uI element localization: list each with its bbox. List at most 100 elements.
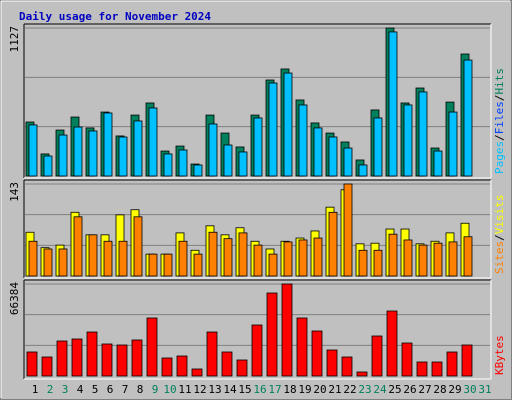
legend: Sites/Visits xyxy=(493,195,506,275)
bar xyxy=(373,249,383,277)
legend-separator: / xyxy=(493,234,506,241)
bar xyxy=(26,351,38,377)
bar xyxy=(191,368,203,377)
x-tick-label: 10 xyxy=(163,383,176,396)
x-tick-label: 5 xyxy=(92,383,99,396)
bar xyxy=(116,344,128,377)
x-tick-label: 23 xyxy=(358,383,371,396)
legend-entry: Visits xyxy=(493,195,506,235)
bar xyxy=(403,239,413,277)
bar xyxy=(283,72,293,177)
bar xyxy=(118,136,128,177)
bar xyxy=(356,371,368,377)
y-tick-label: 66384 xyxy=(8,282,21,315)
x-tick-label: 4 xyxy=(77,383,84,396)
bar xyxy=(58,248,68,277)
x-tick-label: 8 xyxy=(137,383,144,396)
y-tick-label: 1127 xyxy=(8,26,21,53)
bar xyxy=(58,134,68,177)
bar xyxy=(28,124,38,177)
bar xyxy=(328,211,338,277)
bar xyxy=(176,355,188,377)
bar xyxy=(266,292,278,377)
x-tick-label: 17 xyxy=(268,383,281,396)
legend: KBytes xyxy=(493,335,506,375)
bar xyxy=(221,351,233,377)
bar xyxy=(313,237,323,277)
x-tick-label: 22 xyxy=(343,383,356,396)
x-tick-label: 13 xyxy=(208,383,221,396)
bar xyxy=(133,216,143,277)
x-tick-label: 3 xyxy=(62,383,69,396)
legend-separator: / xyxy=(493,134,506,141)
bar xyxy=(236,359,248,377)
bar xyxy=(358,249,368,277)
x-tick-label: 27 xyxy=(418,383,431,396)
bar xyxy=(238,151,248,177)
bar xyxy=(281,283,293,377)
x-tick-label: 7 xyxy=(122,383,129,396)
bar xyxy=(163,253,173,277)
bar xyxy=(101,343,113,377)
bar xyxy=(463,59,473,177)
bar xyxy=(311,330,323,377)
bar xyxy=(401,342,413,377)
bar xyxy=(433,150,443,177)
legend-entry: Sites xyxy=(493,241,506,274)
bar xyxy=(103,240,113,277)
y-tick-label: 143 xyxy=(8,182,21,202)
bar xyxy=(88,234,98,277)
x-tick-label: 31 xyxy=(478,383,491,396)
bar xyxy=(448,241,458,277)
bar xyxy=(328,136,338,177)
legend-entry: Files xyxy=(493,101,506,134)
x-tick-label: 24 xyxy=(373,383,387,396)
bar xyxy=(146,317,158,377)
bar xyxy=(56,340,68,377)
x-tick-label: 29 xyxy=(448,383,461,396)
x-tick-label: 12 xyxy=(193,383,206,396)
bar xyxy=(193,164,203,177)
bar xyxy=(86,331,98,377)
bar xyxy=(448,111,458,177)
x-tick-label: 14 xyxy=(223,383,237,396)
bar xyxy=(416,361,428,377)
x-tick-label: 9 xyxy=(152,383,159,396)
bar xyxy=(358,164,368,177)
x-tick-label: 18 xyxy=(283,383,296,396)
bar xyxy=(178,240,188,277)
bar xyxy=(163,153,173,177)
bar xyxy=(386,310,398,377)
bar xyxy=(268,253,278,277)
bar xyxy=(223,144,233,177)
bar xyxy=(73,126,83,177)
bar xyxy=(343,147,353,177)
bar xyxy=(326,349,338,377)
bar xyxy=(403,104,413,177)
x-tick-label: 15 xyxy=(238,383,251,396)
bar xyxy=(88,130,98,177)
bar xyxy=(388,31,398,177)
bar xyxy=(206,331,218,377)
bar xyxy=(268,82,278,177)
x-tick-label: 16 xyxy=(253,383,266,396)
x-tick-label: 30 xyxy=(463,383,476,396)
x-tick-label: 21 xyxy=(328,383,341,396)
bar xyxy=(71,338,83,377)
bar xyxy=(343,183,353,277)
bar xyxy=(341,356,353,377)
legend-entry: KBytes xyxy=(493,335,506,375)
x-tick-label: 28 xyxy=(433,383,446,396)
bar xyxy=(28,240,38,277)
bar xyxy=(41,356,53,377)
legend-entry: Pages xyxy=(493,141,506,174)
bar xyxy=(251,324,263,377)
x-tick-label: 20 xyxy=(313,383,326,396)
bar xyxy=(433,242,443,277)
bar xyxy=(418,244,428,277)
legend: Pages/Files/Hits xyxy=(493,68,506,174)
bar xyxy=(296,317,308,377)
bar xyxy=(103,112,113,177)
bar xyxy=(431,361,443,377)
